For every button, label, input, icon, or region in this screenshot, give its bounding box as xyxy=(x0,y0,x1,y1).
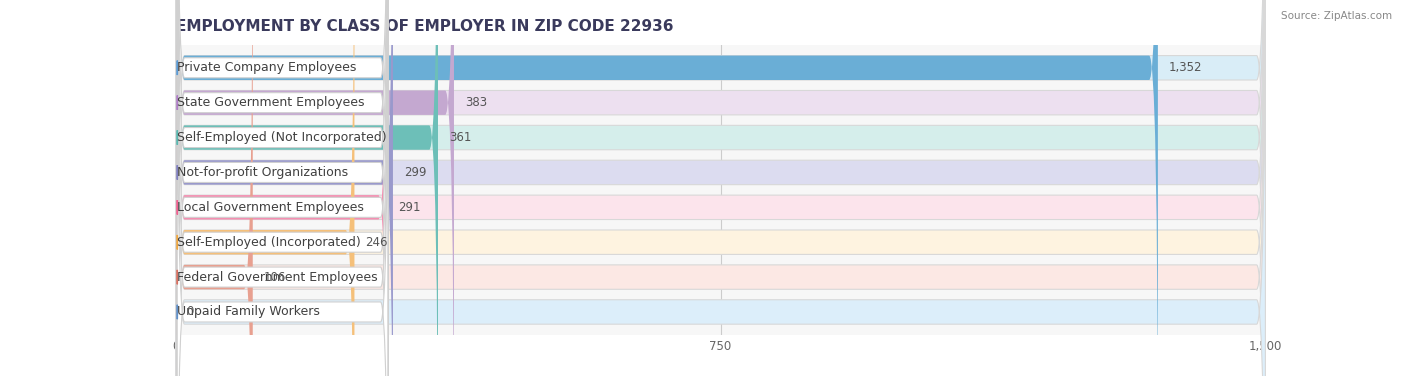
Text: Federal Government Employees: Federal Government Employees xyxy=(177,271,378,284)
FancyBboxPatch shape xyxy=(176,0,354,376)
FancyBboxPatch shape xyxy=(177,0,388,376)
FancyBboxPatch shape xyxy=(176,0,1265,376)
Text: EMPLOYMENT BY CLASS OF EMPLOYER IN ZIP CODE 22936: EMPLOYMENT BY CLASS OF EMPLOYER IN ZIP C… xyxy=(176,19,673,34)
Text: 299: 299 xyxy=(404,166,426,179)
FancyBboxPatch shape xyxy=(177,0,388,376)
FancyBboxPatch shape xyxy=(177,0,388,376)
FancyBboxPatch shape xyxy=(177,0,388,376)
Text: Not-for-profit Organizations: Not-for-profit Organizations xyxy=(177,166,349,179)
FancyBboxPatch shape xyxy=(176,0,253,376)
FancyBboxPatch shape xyxy=(176,0,1159,376)
Text: Source: ZipAtlas.com: Source: ZipAtlas.com xyxy=(1281,11,1392,21)
Text: 246: 246 xyxy=(366,236,388,249)
Text: Local Government Employees: Local Government Employees xyxy=(177,201,364,214)
FancyBboxPatch shape xyxy=(176,0,1265,376)
FancyBboxPatch shape xyxy=(176,0,1265,376)
FancyBboxPatch shape xyxy=(176,0,387,376)
Text: Self-Employed (Incorporated): Self-Employed (Incorporated) xyxy=(177,236,361,249)
FancyBboxPatch shape xyxy=(176,0,1265,376)
Text: Private Company Employees: Private Company Employees xyxy=(177,61,357,74)
FancyBboxPatch shape xyxy=(176,0,1265,376)
FancyBboxPatch shape xyxy=(177,0,388,376)
Text: 1,352: 1,352 xyxy=(1168,61,1202,74)
Text: Unpaid Family Workers: Unpaid Family Workers xyxy=(177,305,321,318)
FancyBboxPatch shape xyxy=(176,0,439,376)
Text: 106: 106 xyxy=(264,271,285,284)
FancyBboxPatch shape xyxy=(177,0,388,376)
FancyBboxPatch shape xyxy=(177,0,388,376)
FancyBboxPatch shape xyxy=(176,0,1265,376)
FancyBboxPatch shape xyxy=(176,0,454,376)
Text: Self-Employed (Not Incorporated): Self-Employed (Not Incorporated) xyxy=(177,131,387,144)
Text: State Government Employees: State Government Employees xyxy=(177,96,366,109)
FancyBboxPatch shape xyxy=(177,0,388,376)
Text: 291: 291 xyxy=(398,201,420,214)
FancyBboxPatch shape xyxy=(176,0,392,376)
Text: 0: 0 xyxy=(187,305,194,318)
FancyBboxPatch shape xyxy=(176,0,1265,376)
Text: 361: 361 xyxy=(449,131,471,144)
Text: 383: 383 xyxy=(465,96,486,109)
FancyBboxPatch shape xyxy=(176,0,1265,376)
